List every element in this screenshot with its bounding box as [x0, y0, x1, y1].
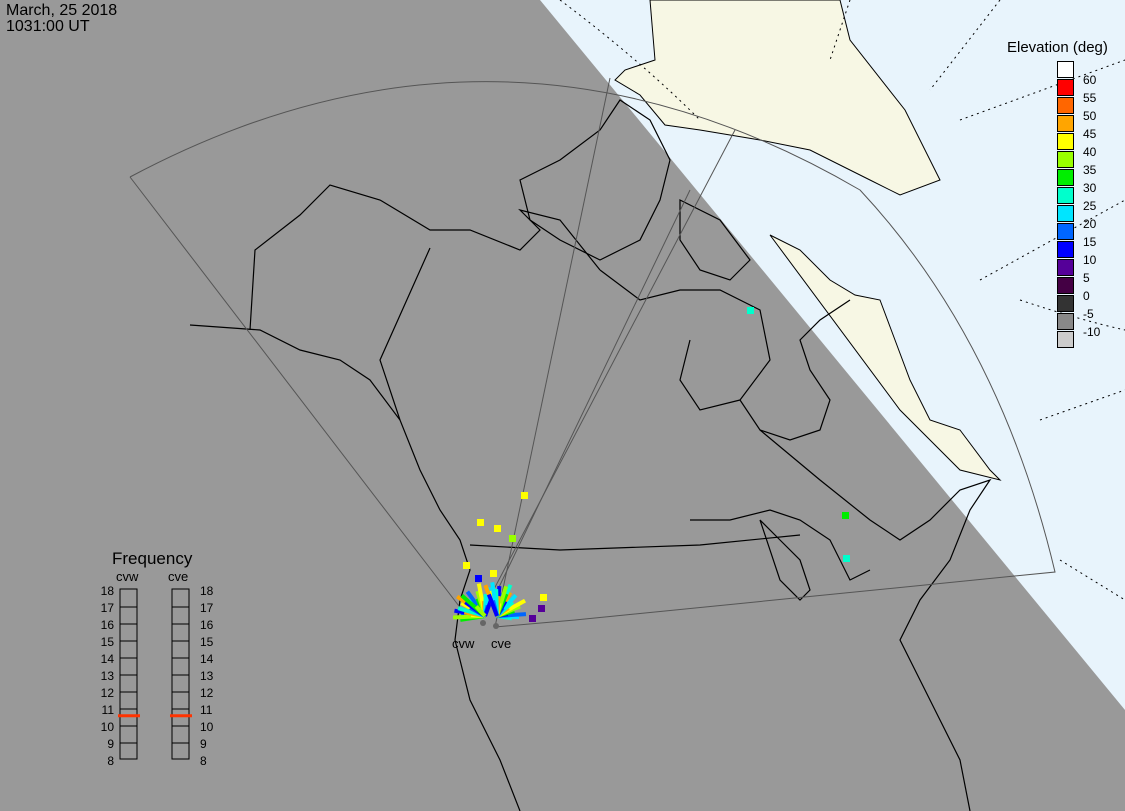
radar-fields-of-view — [129, 77, 1056, 628]
frequency-tick-label: 10 — [100, 720, 114, 734]
frequency-tick-label: 9 — [107, 737, 114, 751]
legend-swatch — [1057, 151, 1074, 168]
frequency-tick-label: 13 — [100, 669, 114, 683]
echo-cell — [540, 594, 547, 601]
radar-label-cvw: cvw — [452, 636, 475, 651]
echo-beam — [474, 605, 487, 618]
legend-swatch — [1057, 205, 1074, 222]
legend-label: 45 — [1083, 127, 1097, 141]
legend-swatch — [1057, 331, 1074, 348]
political-borders — [379, 247, 801, 551]
legend-swatch — [1057, 115, 1074, 132]
legend-swatch — [1057, 241, 1074, 258]
frequency-tick-label: 16 — [100, 618, 114, 632]
frequency-tick-label: 14 — [200, 652, 214, 666]
frequency-tick-label: 17 — [100, 601, 114, 615]
frequency-tick-label: 11 — [200, 703, 213, 717]
latitude-grid — [559, 0, 1125, 601]
frequency-tick-label: 9 — [200, 737, 207, 751]
echo-cell — [843, 555, 850, 562]
frequency-tick-label: 8 — [107, 754, 114, 768]
frequency-tick-label: 8 — [200, 754, 207, 768]
frequency-bar-cvw — [119, 588, 138, 760]
legend-label: 50 — [1083, 109, 1097, 123]
frequency-radar-cvw: cvw — [116, 569, 139, 584]
frequency-tick-label: 18 — [100, 584, 114, 598]
legend-swatch — [1057, 295, 1074, 312]
legend-swatch — [1057, 259, 1074, 276]
echo-cell — [842, 512, 849, 519]
greenland-land — [614, 0, 941, 196]
legend-swatch — [1057, 61, 1074, 78]
date-label: March, 25 2018 — [6, 2, 118, 19]
frequency-tick-label: 15 — [200, 635, 214, 649]
echo-cell — [494, 525, 501, 532]
radar-site-cvw — [480, 620, 486, 626]
echo-beam — [486, 593, 499, 617]
echo-cell — [747, 307, 754, 314]
legend-label: 25 — [1083, 199, 1097, 213]
echo-cell — [477, 519, 484, 526]
frequency-tick-label: 11 — [101, 703, 114, 717]
radar-site-cve — [493, 623, 499, 629]
radar-label-cve: cve — [491, 636, 512, 651]
frequency-tick-label: 17 — [200, 601, 214, 615]
frequency-tick-label: 16 — [200, 618, 214, 632]
legend-label: 60 — [1083, 73, 1097, 87]
legend-swatch — [1057, 133, 1074, 150]
echo-cell — [463, 562, 470, 569]
frequency-tick-label: 12 — [200, 686, 214, 700]
echo-cell — [475, 575, 482, 582]
legend-swatch — [1057, 223, 1074, 240]
legend-swatch — [1057, 97, 1074, 114]
frequency-tick-label: 13 — [200, 669, 214, 683]
echo-cell — [490, 570, 497, 577]
frequency-bar-cve — [171, 588, 190, 760]
echo-cell — [509, 535, 516, 542]
legend-label: 55 — [1083, 91, 1097, 105]
frequency-tick-label: 12 — [100, 686, 114, 700]
coastlines — [189, 99, 992, 811]
legend-label: 30 — [1083, 181, 1097, 195]
legend-swatch — [1057, 277, 1074, 294]
legend-swatch — [1057, 187, 1074, 204]
echo-cell — [521, 492, 528, 499]
legend-swatch — [1057, 169, 1074, 186]
frequency-radar-cve: cve — [168, 569, 189, 584]
legend-label: -10 — [1083, 325, 1101, 339]
legend-label: 15 — [1083, 235, 1097, 249]
frequency-title: Frequency — [112, 549, 193, 568]
legend-label: 40 — [1083, 145, 1097, 159]
legend-label: 20 — [1083, 217, 1097, 231]
time-label: 1031:00 UT — [6, 18, 90, 35]
legend-label: 5 — [1083, 271, 1090, 285]
frequency-tick-label: 14 — [100, 652, 114, 666]
frequency-tick-label: 10 — [200, 720, 214, 734]
legend-label: 10 — [1083, 253, 1097, 267]
frequency-tick-label: 15 — [100, 635, 114, 649]
labrador-land-day — [769, 234, 1002, 481]
frequency-tick-label: 18 — [200, 584, 214, 598]
legend-label: 0 — [1083, 289, 1090, 303]
elevation-legend-title: Elevation (deg) — [1007, 39, 1108, 56]
echo-cell — [529, 615, 536, 622]
legend-swatch — [1057, 313, 1074, 330]
daylight-region — [540, 0, 1125, 710]
legend-label: 35 — [1083, 163, 1097, 177]
echo-cell — [538, 605, 545, 612]
legend-swatch — [1057, 79, 1074, 96]
legend-label: -5 — [1083, 307, 1094, 321]
radar-echoes — [452, 307, 850, 622]
